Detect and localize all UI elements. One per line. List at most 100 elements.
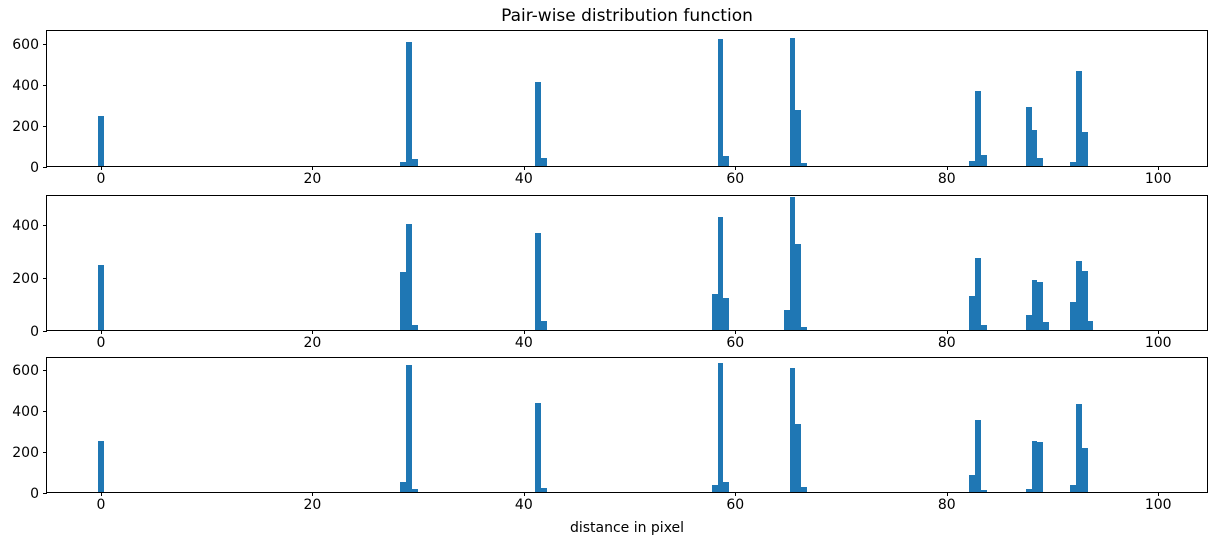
histogram-bar	[795, 109, 802, 166]
y-tick-label: 400	[12, 217, 39, 234]
histogram-bar	[535, 81, 542, 166]
histogram-bar	[1025, 315, 1032, 330]
y-tick-mark	[43, 84, 47, 86]
x-tick-label: 100	[1144, 171, 1172, 187]
y-tick-mark	[43, 410, 47, 412]
histogram-bar	[400, 161, 407, 166]
histogram-bar	[723, 155, 730, 166]
histogram-bar	[1025, 488, 1032, 492]
histogram-bar	[412, 488, 418, 492]
x-tick-label: 100	[1144, 335, 1172, 351]
histogram-bar	[711, 294, 718, 330]
x-tick-mark	[1158, 166, 1160, 170]
x-tick-mark	[735, 492, 737, 496]
histogram-bar	[1070, 161, 1077, 166]
x-tick-label: 80	[937, 171, 956, 187]
histogram-bar	[535, 233, 542, 330]
x-tick-mark	[735, 166, 737, 170]
histogram-bar	[711, 484, 718, 492]
histogram-bar	[789, 197, 796, 330]
y-tick-mark	[43, 125, 47, 127]
histogram-bar	[801, 162, 807, 166]
y-tick-label: 400	[12, 403, 39, 420]
x-tick-mark	[946, 492, 948, 496]
y-tick-label: 0	[30, 160, 39, 176]
histogram-bar	[535, 402, 542, 492]
histogram-bar	[980, 154, 987, 166]
histogram-bar	[1070, 484, 1077, 492]
x-tick-label: 0	[96, 171, 106, 187]
histogram-bar	[723, 481, 730, 492]
histogram-bar	[783, 310, 790, 330]
histogram-bar	[789, 367, 796, 492]
histogram-bar	[406, 364, 413, 492]
histogram-bar	[1081, 447, 1088, 492]
histogram-bar	[400, 481, 407, 492]
x-tick-mark	[523, 166, 525, 170]
histogram-bar	[1076, 403, 1082, 492]
x-tick-label: 80	[937, 335, 956, 351]
histogram-bar	[541, 487, 547, 492]
subplot-middle: 0 20 40 60 80 100 0 200 400	[12, 195, 1208, 351]
histogram-bar	[980, 324, 987, 330]
x-tick-mark	[523, 330, 525, 334]
histogram-bar	[1087, 321, 1094, 330]
x-axis-label: distance in pixel	[569, 520, 685, 536]
subplot-top: 0 20 40 60 80 100 0 200 400 600	[12, 30, 1208, 187]
x-tick-label: 0	[96, 335, 106, 351]
histogram-bar	[98, 265, 104, 330]
x-tick-label: 80	[937, 497, 956, 513]
y-tick-label: 0	[30, 324, 39, 340]
x-tick-label: 20	[303, 171, 322, 187]
histogram-bar	[969, 295, 976, 330]
x-tick-label: 20	[303, 335, 322, 351]
x-tick-mark	[946, 166, 948, 170]
chart-title: Pair-wise distribution function	[501, 6, 753, 26]
histogram-bar	[801, 327, 807, 330]
x-tick-label: 60	[726, 171, 745, 187]
y-tick-label: 400	[12, 77, 39, 94]
x-tick-label: 100	[1144, 497, 1172, 513]
histogram-bar	[412, 324, 418, 330]
histogram-bar	[1031, 440, 1038, 492]
x-tick-mark	[100, 166, 102, 170]
histogram-bar	[541, 320, 547, 330]
histogram-bar	[717, 38, 724, 166]
histogram-bar	[98, 440, 104, 492]
x-tick-mark	[523, 492, 525, 496]
histogram-bar	[1037, 441, 1044, 492]
y-tick-label: 200	[12, 118, 39, 135]
y-tick-label: 200	[12, 444, 39, 461]
histogram-bar	[789, 37, 796, 166]
histogram-bar	[1037, 282, 1044, 330]
histogram-bar	[406, 223, 413, 330]
histogram-bar	[1031, 279, 1038, 330]
x-tick-mark	[946, 330, 948, 334]
y-tick-label: 0	[30, 486, 39, 502]
histogram-bar	[795, 243, 802, 330]
x-tick-mark	[1158, 492, 1160, 496]
y-tick-mark	[43, 369, 47, 371]
histogram-bar	[412, 158, 418, 166]
histogram-bar	[795, 424, 802, 492]
histogram-bar	[1037, 157, 1044, 166]
histogram-bar	[717, 217, 724, 330]
y-tick-label: 600	[12, 362, 39, 379]
x-tick-mark	[312, 330, 314, 334]
x-tick-mark	[100, 330, 102, 334]
x-tick-mark	[312, 492, 314, 496]
x-tick-mark	[312, 166, 314, 170]
y-tick-mark	[43, 43, 47, 45]
histogram-bar	[1070, 302, 1077, 330]
y-tick-mark	[43, 167, 47, 168]
y-tick-mark	[43, 451, 47, 453]
histogram-bar	[969, 160, 976, 166]
histogram-bar	[1081, 132, 1088, 166]
histogram-bar	[975, 91, 981, 166]
x-tick-label: 40	[514, 171, 533, 187]
x-tick-label: 60	[726, 497, 745, 513]
y-tick-label: 600	[12, 36, 39, 53]
y-tick-mark	[43, 493, 47, 494]
histogram-bar	[98, 115, 104, 166]
